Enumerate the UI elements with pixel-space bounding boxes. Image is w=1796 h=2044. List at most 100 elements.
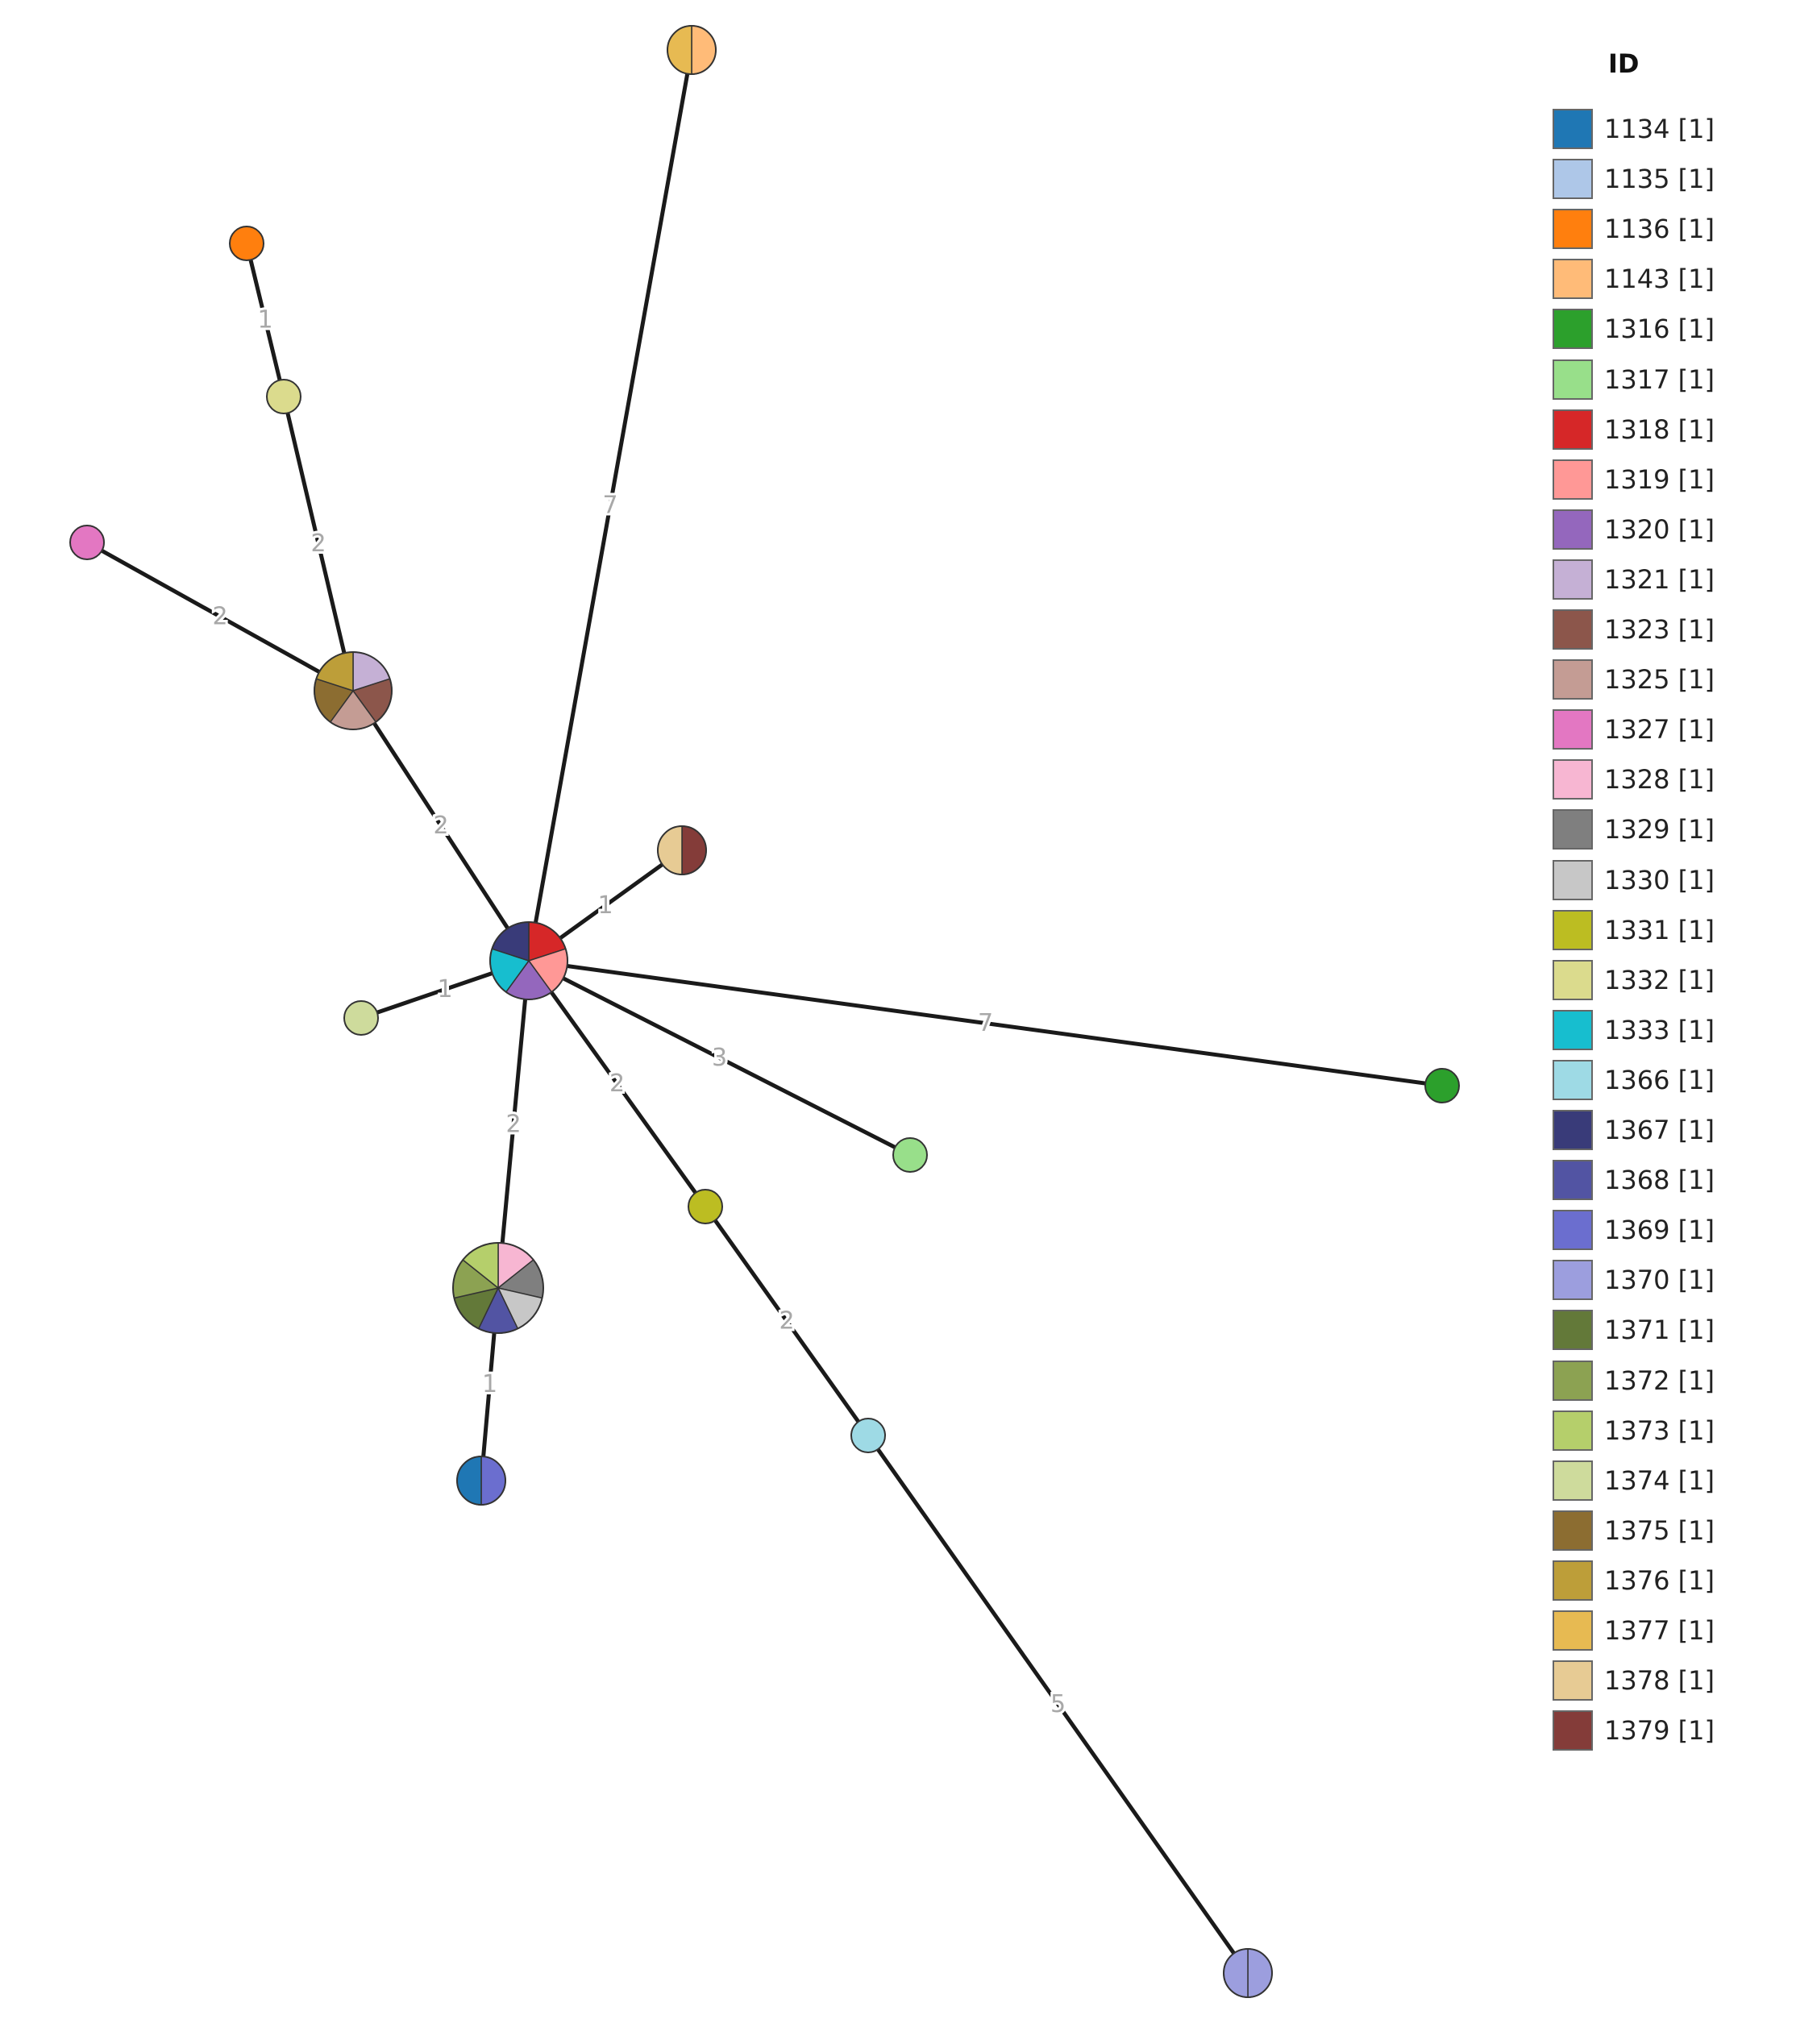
legend-swatch	[1553, 1210, 1593, 1251]
edge-label: 1	[597, 891, 613, 920]
node-top-node[interactable]	[667, 25, 717, 75]
legend-swatch	[1553, 559, 1593, 600]
legend-label: 1369 [1]	[1604, 1215, 1715, 1246]
edge-hub-top-node	[526, 49, 694, 962]
legend-label: 1374 [1]	[1604, 1464, 1715, 1496]
node-outline	[456, 1456, 506, 1506]
legend-label: 1316 [1]	[1604, 314, 1715, 345]
node-slice	[343, 1000, 379, 1036]
legend-label: 1331 [1]	[1604, 914, 1715, 945]
legend-swatch	[1553, 1610, 1593, 1651]
legend-item: 1369 [1]	[1553, 1209, 1715, 1251]
legend-label: 1319 [1]	[1604, 463, 1715, 495]
legend-item: 1377 [1]	[1553, 1610, 1715, 1651]
node-cyan-node[interactable]	[850, 1418, 886, 1453]
legend-swatch	[1553, 1260, 1593, 1301]
edge-hub-light-green-node	[527, 958, 912, 1157]
legend-label: 1321 [1]	[1604, 563, 1715, 595]
legend-item: 1371 [1]	[1553, 1309, 1715, 1351]
legend-item: 1375 [1]	[1553, 1510, 1715, 1552]
legend-item: 1143 [1]	[1553, 258, 1715, 300]
legend-swatch	[1553, 759, 1593, 800]
legend-item: 1376 [1]	[1553, 1560, 1715, 1602]
legend-label: 1376 [1]	[1604, 1564, 1715, 1596]
edge-label: 1	[257, 306, 272, 334]
node-hub[interactable]	[489, 921, 568, 1000]
legend-label: 1329 [1]	[1604, 814, 1715, 845]
nodes-layer	[69, 25, 1460, 1998]
node-slice	[1247, 1948, 1273, 1998]
node-lavender-node[interactable]	[1223, 1948, 1273, 1998]
legend-item: 1368 [1]	[1553, 1159, 1715, 1201]
legend-swatch	[1553, 1510, 1593, 1551]
edge-label: 7	[978, 1009, 993, 1037]
node-slice	[688, 1189, 723, 1224]
legend-label: 1143 [1]	[1604, 264, 1715, 295]
node-maroon-node[interactable]	[657, 825, 707, 875]
legend-swatch	[1553, 1160, 1593, 1201]
legend-label: 1136 [1]	[1604, 214, 1715, 245]
legend-swatch	[1553, 1110, 1593, 1150]
legend-swatch	[1553, 359, 1593, 400]
node-light-green-node[interactable]	[892, 1137, 928, 1173]
legend-swatch	[1553, 1710, 1593, 1751]
legend-item: 1321 [1]	[1553, 559, 1715, 600]
legend-item: 1323 [1]	[1553, 609, 1715, 650]
edge-label: 2	[212, 603, 227, 631]
legend-item: 1333 [1]	[1553, 1009, 1715, 1051]
edge-cyan-node-lavender-node	[866, 1434, 1250, 1975]
legend-swatch	[1553, 1560, 1593, 1601]
legend-label: 1323 [1]	[1604, 614, 1715, 645]
legend-label: 1325 [1]	[1604, 664, 1715, 696]
node-khaki-node[interactable]	[266, 379, 301, 414]
legend-item: 1366 [1]	[1553, 1059, 1715, 1101]
legend-label: 1318 [1]	[1604, 413, 1715, 445]
node-olive-node[interactable]	[688, 1189, 723, 1224]
node-blue-node[interactable]	[456, 1456, 506, 1506]
node-outline	[657, 825, 707, 875]
legend-item: 1379 [1]	[1553, 1710, 1715, 1751]
legend-item: 1318 [1]	[1553, 409, 1715, 451]
node-slice	[691, 25, 717, 75]
edge-khaki-node-brown-cluster	[281, 396, 355, 692]
node-slice	[69, 525, 105, 560]
node-green-node[interactable]	[1424, 1068, 1460, 1103]
node-slice	[667, 25, 692, 75]
node-slice	[1223, 1948, 1249, 1998]
legend-swatch	[1553, 809, 1593, 850]
legend-label: 1367 [1]	[1604, 1115, 1715, 1145]
legend-swatch	[1553, 1310, 1593, 1351]
legend-swatch	[1553, 309, 1593, 350]
legend-label: 1379 [1]	[1604, 1715, 1715, 1747]
node-brown-cluster[interactable]	[314, 651, 393, 730]
legend-item: 1325 [1]	[1553, 658, 1715, 700]
legend-label: 1377 [1]	[1604, 1615, 1715, 1646]
legend-swatch	[1553, 459, 1593, 500]
legend-item: 1317 [1]	[1553, 359, 1715, 401]
edge-pink-node-brown-cluster	[85, 540, 355, 693]
legend-label: 1375 [1]	[1604, 1514, 1715, 1546]
legend-swatch	[1553, 1360, 1593, 1401]
legend-label: 1134 [1]	[1604, 114, 1715, 144]
legend-label: 1135 [1]	[1604, 164, 1715, 195]
node-pink-node[interactable]	[69, 525, 105, 560]
node-orange-node[interactable]	[229, 226, 264, 261]
legend-label: 1368 [1]	[1604, 1165, 1715, 1196]
node-outline	[452, 1242, 544, 1334]
legend-item: 1372 [1]	[1553, 1360, 1715, 1402]
edge-orange-node-khaki-node	[244, 243, 286, 397]
legend-swatch	[1553, 109, 1593, 149]
legend-item: 1319 [1]	[1553, 459, 1715, 501]
node-green-cluster[interactable]	[452, 1242, 544, 1334]
legend-label: 1333 [1]	[1604, 1014, 1715, 1045]
node-slice	[892, 1137, 928, 1173]
edge-hub-green-cluster	[496, 960, 531, 1289]
legend-item: 1136 [1]	[1553, 208, 1715, 250]
legend-swatch	[1553, 1059, 1593, 1100]
legend-swatch	[1553, 659, 1593, 700]
node-slice	[850, 1418, 886, 1453]
node-pale-green-node[interactable]	[343, 1000, 379, 1036]
legend-item: 1370 [1]	[1553, 1259, 1715, 1301]
edge-label: 2	[505, 1111, 521, 1139]
